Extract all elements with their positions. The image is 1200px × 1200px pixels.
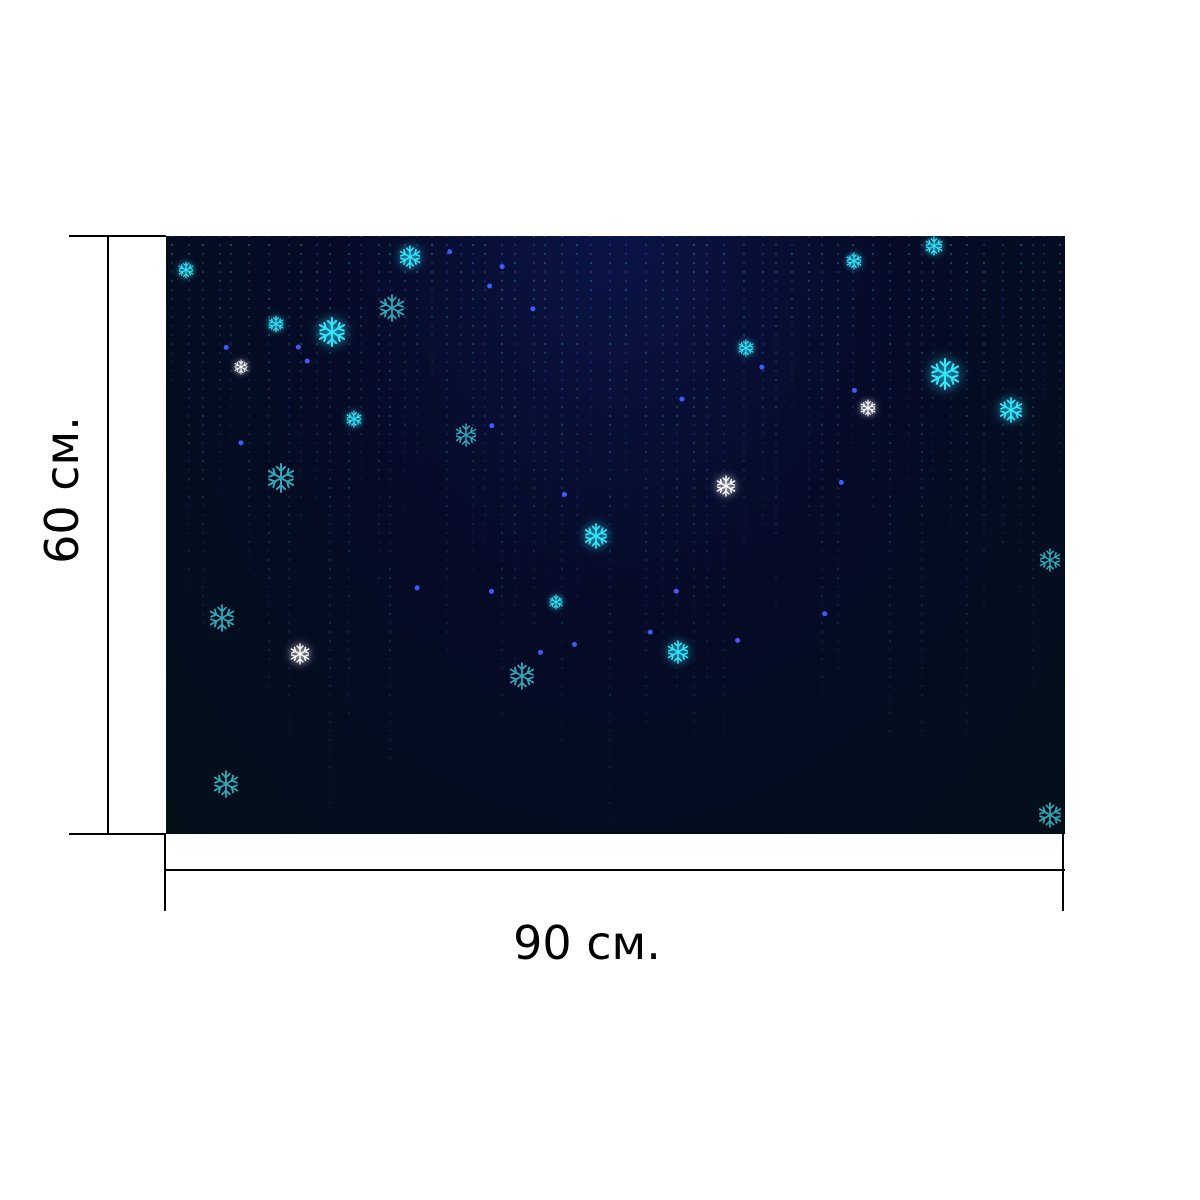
height-label: 60 см. bbox=[35, 416, 89, 564]
snow-trails bbox=[170, 236, 1062, 823]
width-left-tick bbox=[164, 834, 166, 911]
snowflake-pattern bbox=[170, 236, 1062, 828]
snowflakes bbox=[178, 236, 1062, 828]
width-right-tick bbox=[1062, 834, 1064, 911]
height-bottom-tick bbox=[69, 833, 166, 835]
width-dimension-line bbox=[166, 869, 1065, 871]
product-image bbox=[166, 236, 1065, 834]
height-top-tick bbox=[69, 235, 166, 237]
height-dimension-line bbox=[107, 236, 109, 834]
width-label: 90 см. bbox=[513, 916, 661, 970]
